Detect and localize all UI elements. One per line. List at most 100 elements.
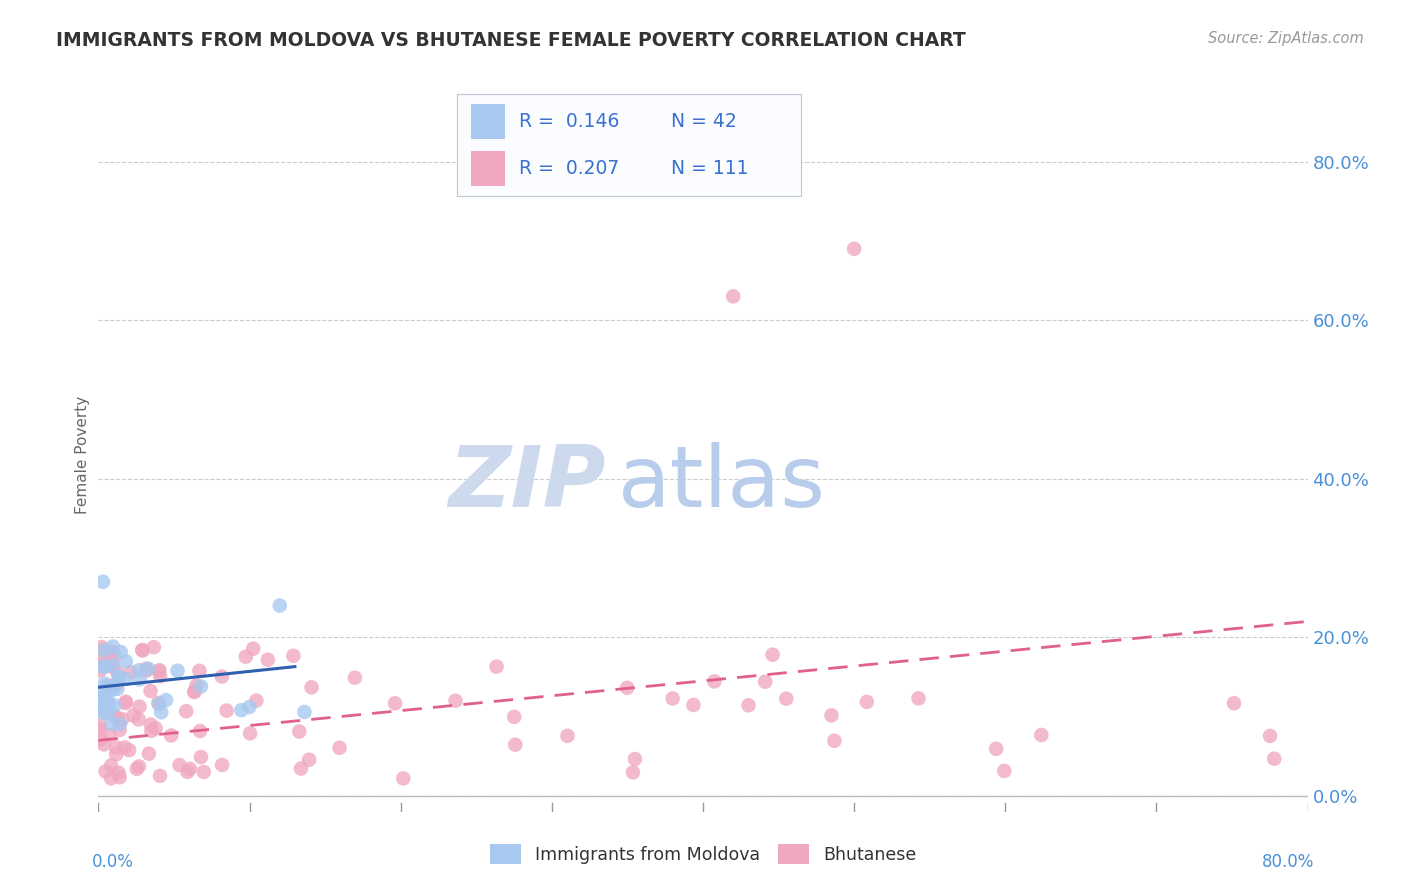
Point	[93, 738, 115, 752]
Point	[118, 743, 141, 757]
Point	[96, 690, 118, 704]
Point	[993, 764, 1015, 778]
Point	[101, 658, 124, 673]
Point	[108, 723, 131, 737]
Text: atlas: atlas	[619, 442, 827, 525]
Point	[984, 742, 1007, 756]
Point	[142, 640, 165, 655]
Point	[621, 765, 644, 780]
Point	[155, 693, 177, 707]
Text: ZIP: ZIP	[449, 442, 606, 525]
Point	[93, 706, 115, 720]
Point	[103, 646, 125, 660]
Point	[820, 708, 842, 723]
Point	[115, 654, 138, 668]
Point	[97, 658, 120, 673]
Point	[93, 690, 115, 704]
Point	[150, 706, 173, 720]
Point	[89, 702, 111, 716]
Point	[188, 664, 211, 678]
Point	[149, 669, 172, 683]
Point	[242, 641, 264, 656]
Point	[138, 662, 160, 676]
Point	[105, 677, 128, 691]
Point	[723, 289, 745, 303]
Point	[174, 704, 197, 718]
Point	[231, 703, 253, 717]
Point	[97, 680, 120, 694]
Point	[100, 758, 122, 772]
Point	[97, 681, 120, 695]
Point	[138, 747, 160, 761]
Point	[1263, 752, 1285, 766]
Point	[235, 649, 257, 664]
Point	[301, 681, 323, 695]
Point	[141, 723, 163, 738]
Point	[148, 663, 170, 677]
Point	[107, 681, 129, 696]
Point	[111, 712, 134, 726]
Text: 0.0%: 0.0%	[91, 853, 134, 871]
Point	[160, 729, 183, 743]
Point	[100, 644, 122, 658]
Point	[128, 759, 150, 773]
Point	[135, 664, 157, 678]
Point	[94, 659, 117, 673]
Point	[139, 684, 162, 698]
Point	[90, 640, 112, 654]
Point	[93, 657, 115, 672]
Point	[211, 758, 233, 772]
Y-axis label: Female Poverty: Female Poverty	[75, 396, 90, 514]
Point	[89, 698, 111, 713]
Point	[245, 693, 267, 707]
Point	[90, 690, 112, 705]
Point	[823, 733, 845, 747]
Point	[97, 678, 120, 692]
Point	[128, 699, 150, 714]
Point	[444, 694, 467, 708]
Point	[907, 691, 929, 706]
Point	[110, 645, 132, 659]
Point	[148, 697, 170, 711]
Point	[290, 762, 312, 776]
Point	[190, 750, 212, 764]
Point	[91, 704, 114, 718]
Point	[101, 640, 124, 654]
Point	[183, 685, 205, 699]
Point	[108, 770, 131, 784]
Point	[125, 762, 148, 776]
Point	[1031, 728, 1053, 742]
Point	[145, 722, 167, 736]
Point	[114, 740, 136, 755]
Point	[128, 712, 150, 726]
Point	[384, 696, 406, 710]
Text: N = 42: N = 42	[671, 112, 737, 131]
Point	[298, 753, 321, 767]
Point	[188, 724, 211, 739]
Point	[131, 643, 153, 657]
Point	[104, 709, 127, 723]
Point	[89, 653, 111, 667]
Point	[98, 728, 121, 742]
Point	[100, 772, 122, 786]
Point	[107, 713, 129, 727]
Point	[101, 652, 124, 666]
Point	[89, 687, 111, 701]
Point	[211, 669, 233, 683]
Point	[90, 691, 112, 706]
Point	[100, 716, 122, 731]
Point	[128, 673, 150, 687]
Point	[114, 696, 136, 710]
Point	[179, 762, 201, 776]
Point	[624, 752, 647, 766]
Point	[288, 724, 311, 739]
Point	[89, 699, 111, 714]
Point	[97, 706, 120, 721]
Point	[114, 672, 136, 686]
Point	[104, 740, 127, 755]
Point	[89, 723, 111, 737]
Point	[283, 648, 305, 663]
Point	[107, 765, 129, 780]
Point	[190, 680, 212, 694]
Point	[122, 708, 145, 723]
